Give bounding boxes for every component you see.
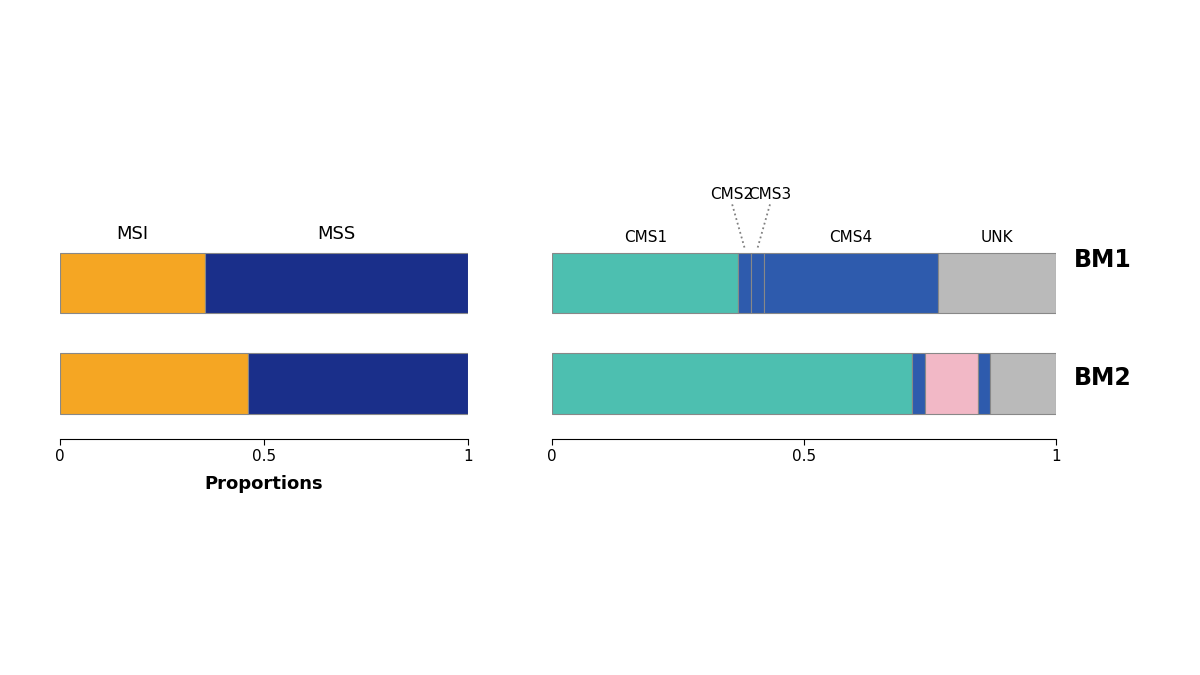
- X-axis label: Proportions: Proportions: [205, 475, 323, 493]
- Bar: [552, 353, 912, 414]
- Text: MSI: MSI: [116, 225, 149, 242]
- Text: MSS: MSS: [317, 225, 355, 242]
- Text: BM2: BM2: [1074, 366, 1132, 390]
- Bar: [738, 252, 751, 313]
- Text: CMS4: CMS4: [829, 230, 872, 244]
- Bar: [978, 353, 990, 414]
- Bar: [60, 252, 205, 313]
- Text: CMS3: CMS3: [749, 188, 792, 202]
- Bar: [247, 353, 468, 414]
- Bar: [912, 353, 925, 414]
- Bar: [205, 252, 468, 313]
- Text: CMS2: CMS2: [710, 188, 754, 202]
- Bar: [925, 353, 978, 414]
- Bar: [552, 252, 738, 313]
- Bar: [763, 252, 937, 313]
- Bar: [990, 353, 1056, 414]
- Text: CMS1: CMS1: [624, 230, 667, 244]
- Bar: [937, 252, 1056, 313]
- Bar: [60, 353, 247, 414]
- Text: UNK: UNK: [980, 230, 1013, 244]
- Bar: [751, 252, 763, 313]
- Text: BM1: BM1: [1074, 248, 1132, 272]
